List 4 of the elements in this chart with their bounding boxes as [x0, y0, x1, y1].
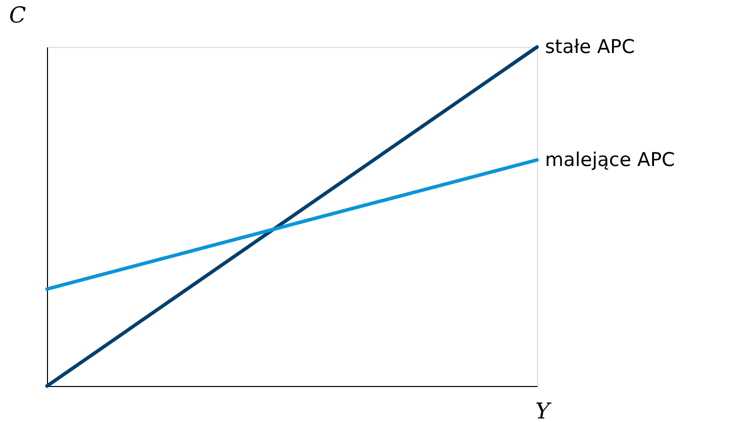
x-axis-title: Y — [535, 400, 552, 422]
series-label: stałe APC — [545, 36, 635, 58]
y-axis-title: C — [9, 4, 26, 28]
series-label: malejące APC — [545, 148, 675, 171]
